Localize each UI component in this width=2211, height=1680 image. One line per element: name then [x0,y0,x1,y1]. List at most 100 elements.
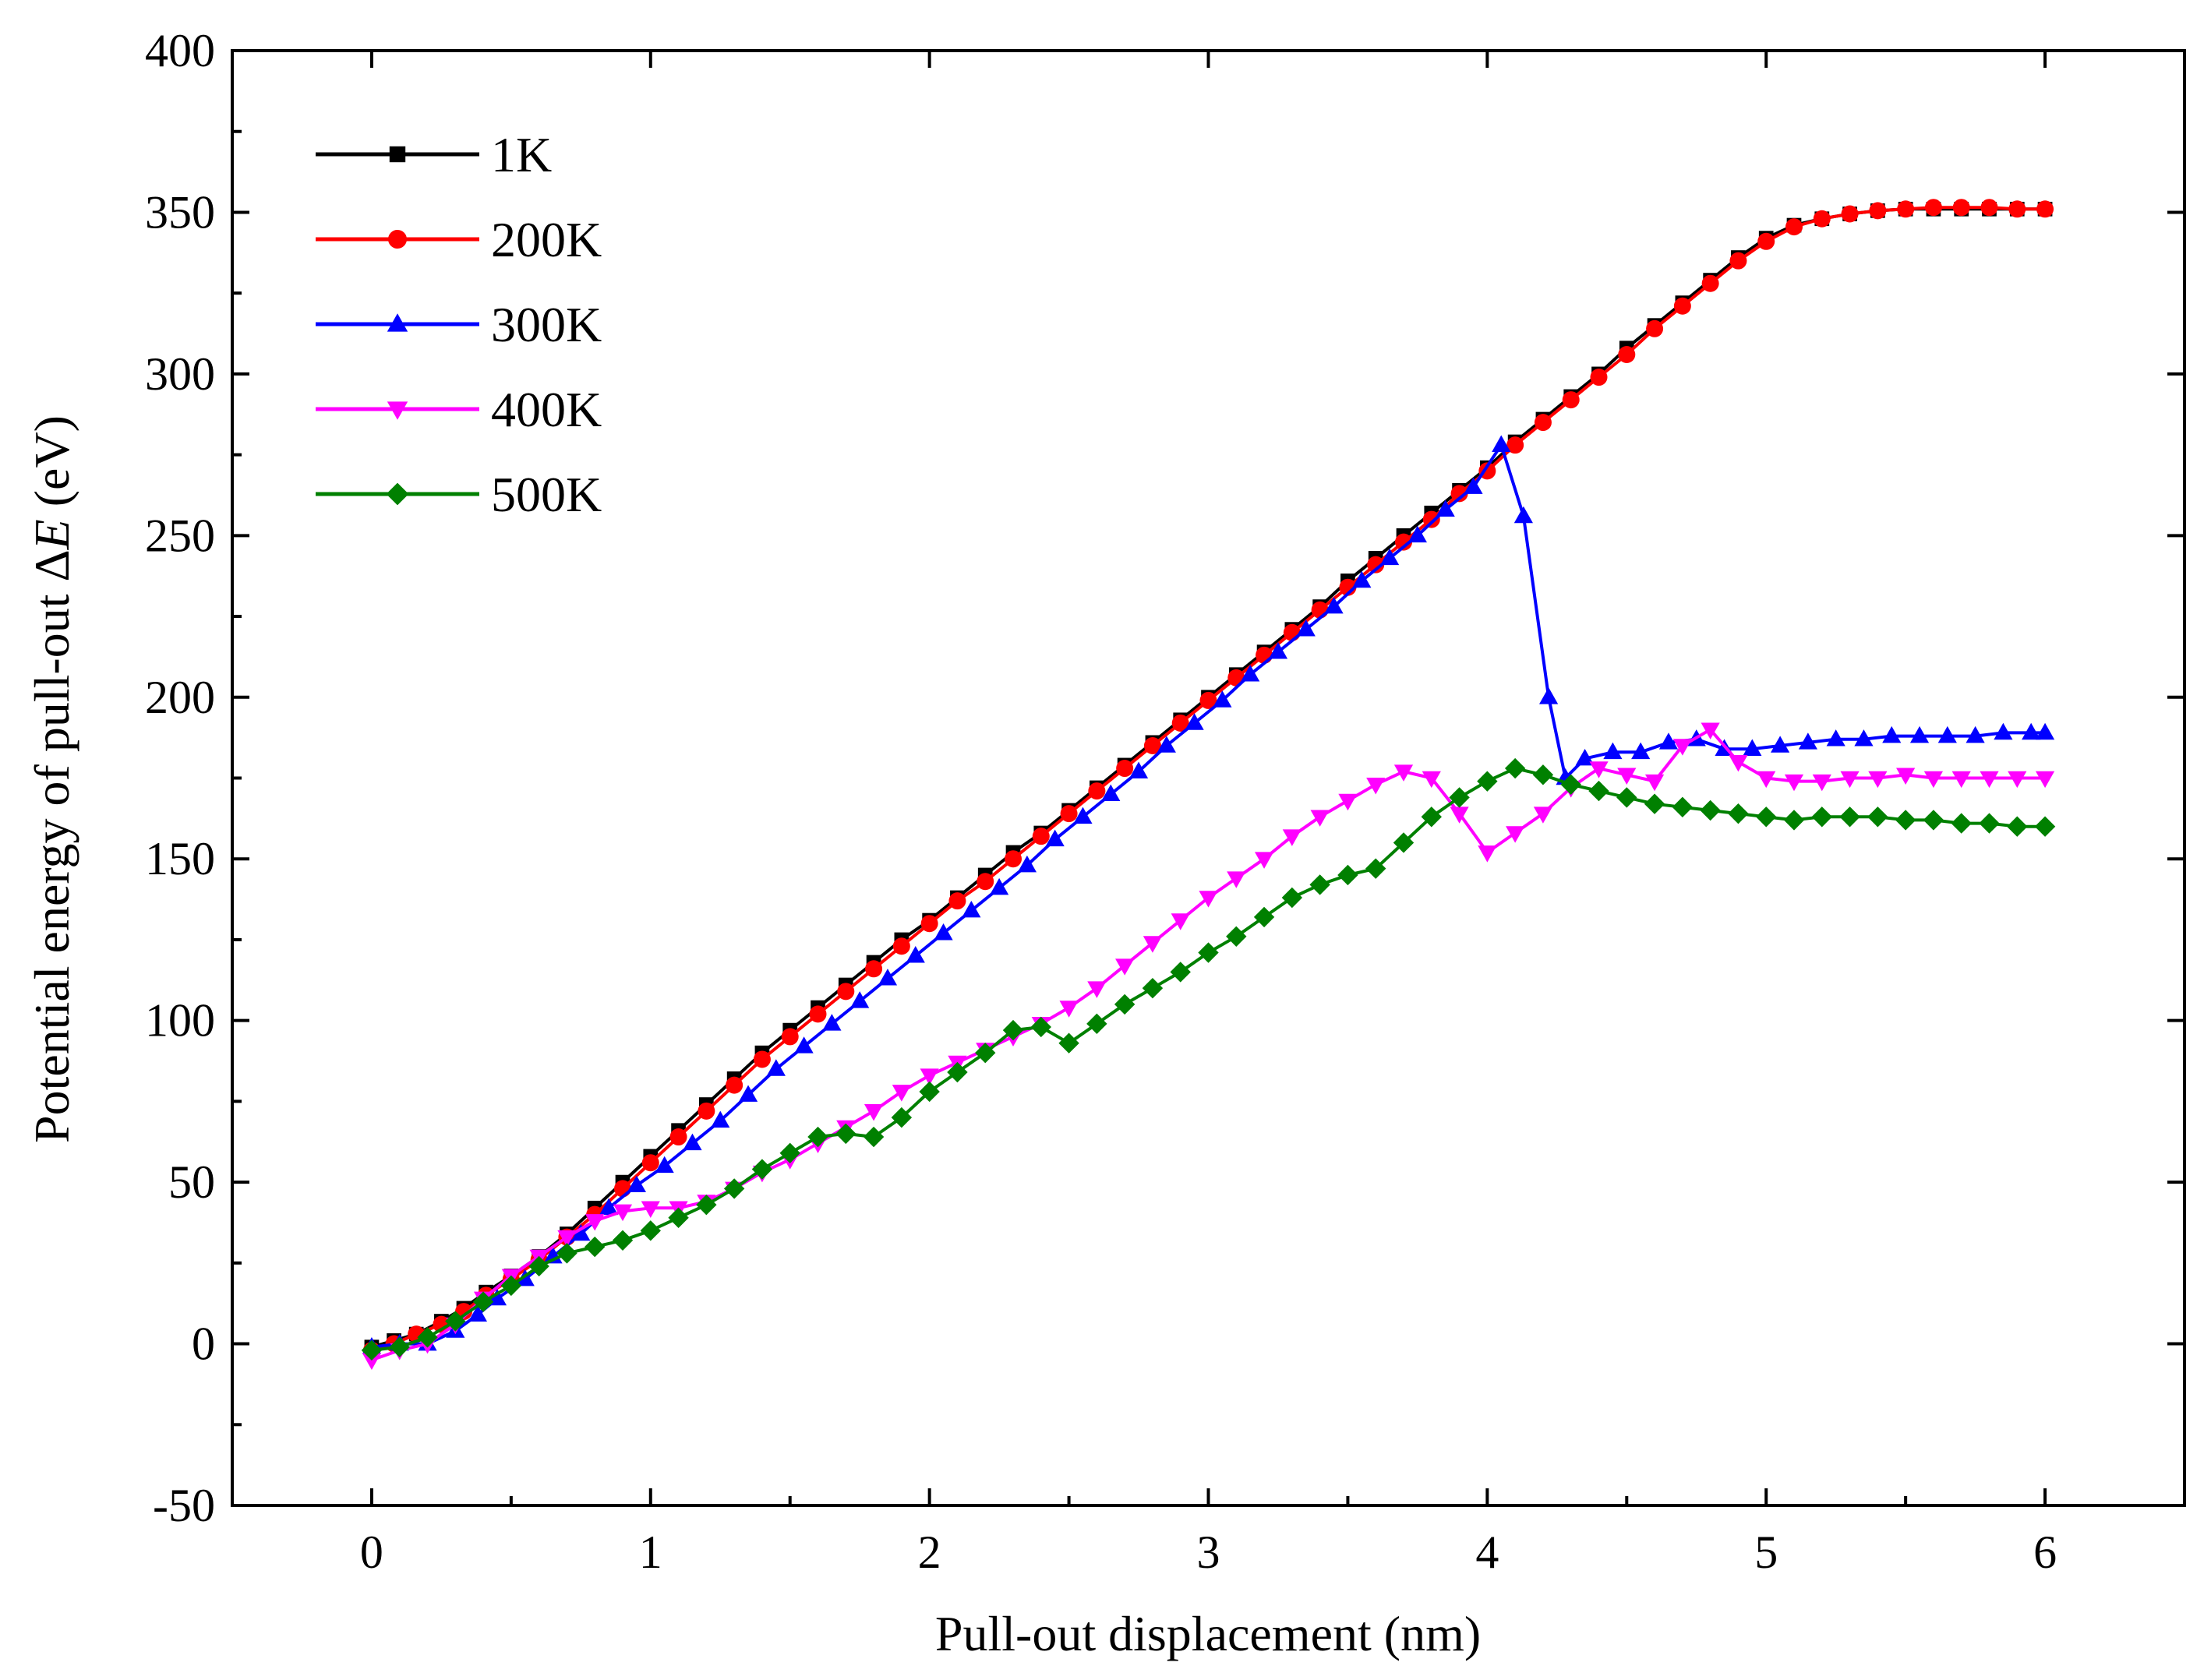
data-point [1477,771,1498,792]
data-point [1757,771,1776,789]
data-point [1407,525,1427,543]
data-point [1672,796,1694,818]
data-point [948,892,966,910]
data-point [445,1311,466,1332]
data-point [613,1204,633,1222]
data-point [361,1339,383,1361]
data-point [1618,345,1636,363]
data-point [1896,768,1916,785]
data-point [1854,729,1874,746]
data-point [1254,852,1274,869]
data-point [962,900,981,918]
data-point [2008,771,2027,789]
legend-item-300K: 300K [316,297,602,352]
data-point [1560,774,1581,795]
data-point [1268,642,1288,659]
data-point [1757,232,1775,250]
series-400K [362,722,2055,1370]
data-point [1826,729,1845,746]
data-point [781,1028,799,1046]
data-point [1909,725,1930,743]
data-point [1296,619,1316,637]
data-point [1533,806,1553,824]
data-point [1743,739,1762,756]
data-point [1198,942,1219,963]
data-point [1338,793,1358,811]
data-point [1492,435,1511,452]
data-point [1616,787,1637,808]
data-point [822,1014,842,1031]
data-point [1395,533,1412,551]
data-point [683,1133,702,1151]
y-axis-title-suffix: (eV) [24,415,79,519]
data-point [1171,913,1190,930]
data-point [1281,887,1303,909]
data-point [892,937,910,955]
data-point [1114,994,1136,1015]
legend-label: 200K [491,212,602,267]
data-point [1504,757,1526,779]
data-point [386,482,409,506]
data-point [1032,828,1050,845]
data-point [1658,732,1679,750]
data-point [1575,748,1595,766]
legend-item-200K: 200K [316,212,602,267]
data-point [1450,806,1469,824]
data-point [1617,768,1637,785]
data-point [1309,874,1330,895]
data-point [807,1126,828,1148]
data-point [1227,871,1246,888]
data-point [1729,754,1748,772]
data-point [1784,774,1804,792]
data-point [1058,1032,1079,1054]
data-point [1199,891,1218,908]
data-point [1157,736,1176,753]
data-point [977,873,994,891]
legend-item-1K: 1K [316,127,552,182]
data-point [738,1085,758,1102]
data-point [1783,810,1805,831]
series-500K [361,757,2056,1361]
data-point [1841,205,1859,223]
data-point [556,1243,577,1264]
data-point [641,1201,660,1218]
x-tick-label: 5 [1754,1526,1778,1578]
data-point [2035,771,2055,789]
data-point [1701,274,1719,292]
data-point [1059,1001,1079,1018]
data-point [1393,764,1414,782]
data-point [1513,506,1533,524]
data-point [1895,810,1916,831]
data-point [1087,981,1107,998]
data-point [1868,771,1888,789]
data-point [389,1336,410,1357]
data-point [751,1159,773,1180]
data-point [1283,623,1301,641]
data-point [1366,777,1386,795]
data-point [711,1110,730,1128]
data-point [668,1207,689,1228]
plot-frame [231,49,2186,1507]
data-point [1464,477,1483,494]
data-point [1785,218,1803,236]
data-point [1256,646,1273,664]
y-tick-label: 350 [145,186,215,238]
series-layer [361,199,2056,1370]
data-point [1840,771,1860,789]
data-point [892,1085,911,1102]
data-point [1088,782,1106,800]
data-point [1532,764,1554,785]
data-point [920,915,938,933]
data-point [726,1076,743,1094]
data-point [947,1061,968,1083]
legend-label: 300K [491,297,602,352]
data-point [1421,806,1442,828]
data-point [1045,829,1065,847]
data-point [1924,199,1942,217]
data-point [1128,761,1149,779]
data-point [468,1304,488,1322]
data-point [753,1050,771,1068]
data-point [1562,391,1580,409]
data-point [1352,570,1372,588]
data-point [1979,813,2000,834]
